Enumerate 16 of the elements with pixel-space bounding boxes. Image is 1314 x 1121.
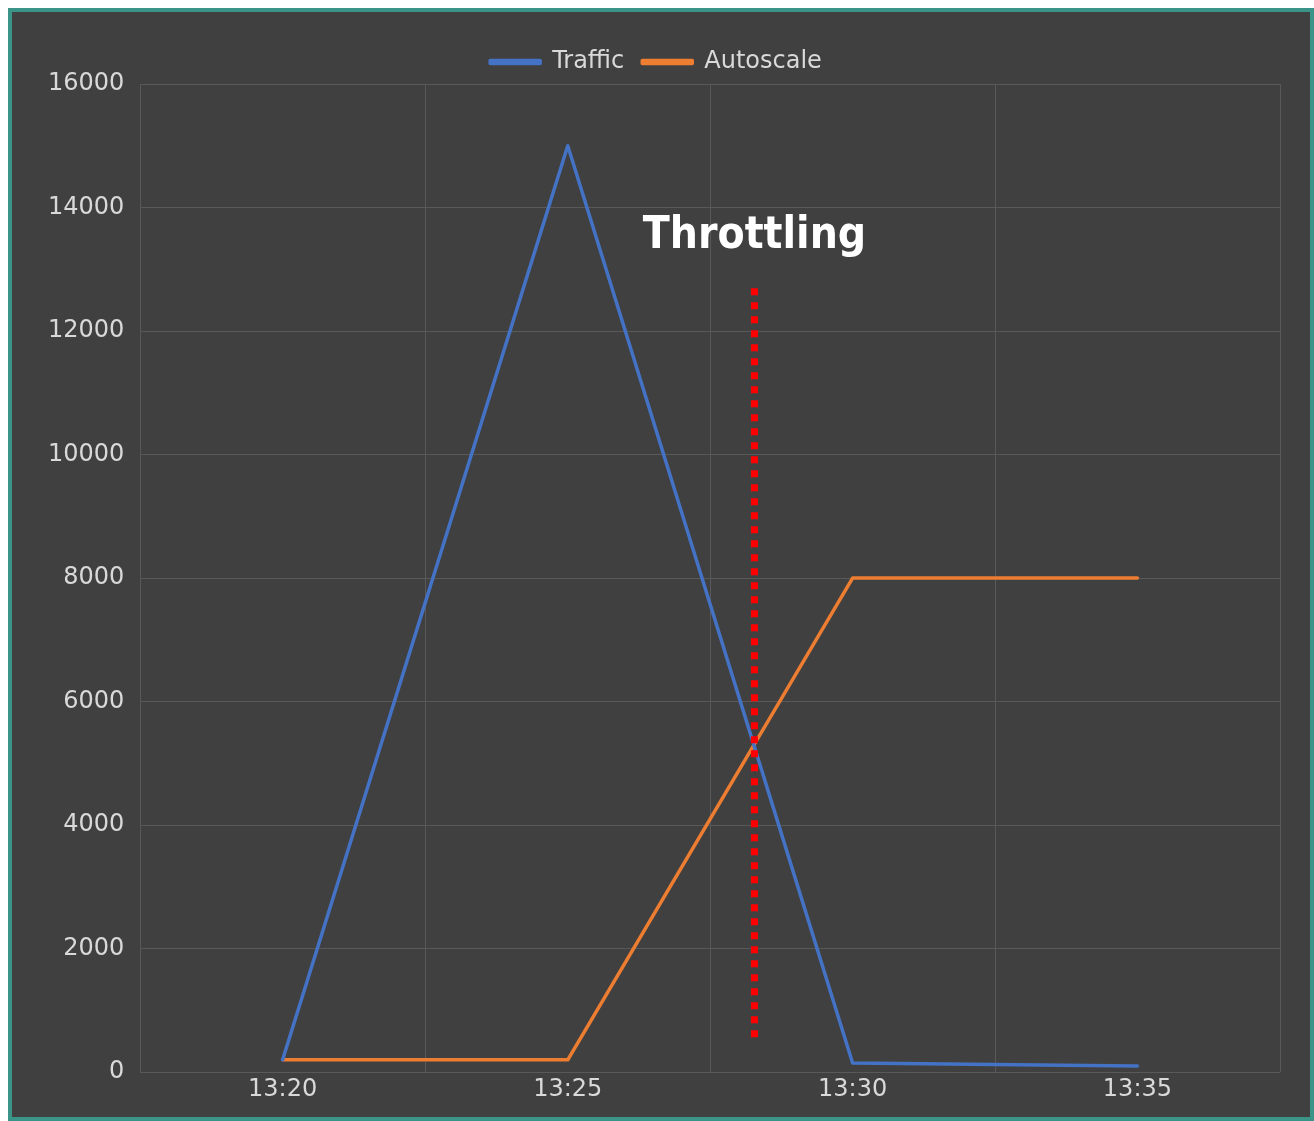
x-tick-label: 13:35 — [1102, 1073, 1172, 1102]
x-tick-label: 13:20 — [248, 1073, 318, 1102]
legend-label: Autoscale — [704, 46, 822, 75]
ref-line-label: Throttling — [642, 207, 867, 259]
y-tick-label: 14000 — [47, 191, 125, 220]
legend-label: Traffic — [551, 46, 625, 75]
y-tick-label: 0 — [109, 1056, 125, 1085]
y-tick-label: 6000 — [63, 685, 125, 714]
y-tick-label: 4000 — [63, 809, 125, 838]
y-tick-label: 16000 — [47, 68, 125, 97]
y-tick-label: 8000 — [63, 562, 125, 591]
y-tick-label: 10000 — [47, 438, 125, 467]
x-tick-label: 13:25 — [533, 1073, 603, 1102]
y-tick-label: 12000 — [47, 315, 125, 344]
x-tick-label: 13:30 — [818, 1073, 888, 1102]
y-tick-label: 2000 — [63, 932, 125, 961]
